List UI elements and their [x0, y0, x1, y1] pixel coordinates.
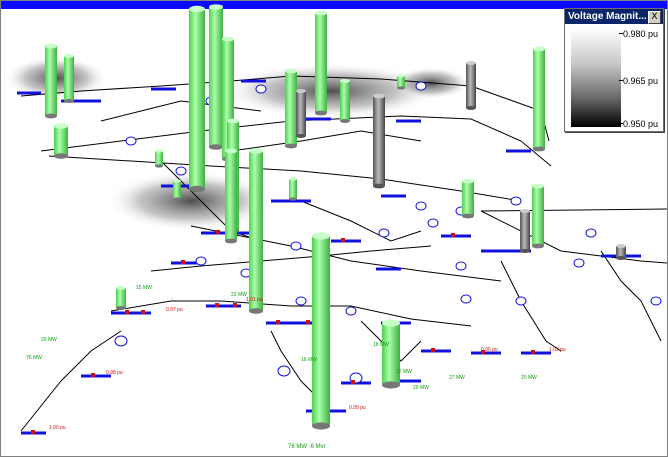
- flow-cylinder[interactable]: [462, 178, 474, 219]
- legend-tick-high: 0.980 pu: [618, 29, 659, 39]
- mw-label: 20 MW: [521, 375, 537, 381]
- pu-label: 1.01 pu: [246, 297, 263, 303]
- close-icon[interactable]: X: [648, 11, 661, 24]
- mw-label: 15 MW: [136, 285, 152, 291]
- mw-label: 76 MW: [26, 355, 42, 361]
- mw-label: 25 MW: [413, 385, 429, 391]
- voltage-legend-window[interactable]: Voltage Magnit... X 0.980 pu 0.965 pu 0.…: [564, 8, 664, 132]
- flow-cylinder[interactable]: [249, 148, 263, 314]
- flow-cylinder[interactable]: [116, 286, 126, 310]
- flow-cylinder[interactable]: [466, 61, 476, 110]
- mw-label: 18 MW: [373, 342, 389, 348]
- flow-cylinder[interactable]: [296, 89, 306, 138]
- flow-cylinder[interactable]: [315, 10, 327, 116]
- legend-tick-mid: 0.965 pu: [618, 76, 659, 86]
- pu-label: 0.97 pu: [166, 307, 183, 313]
- flow-cylinder[interactable]: [532, 183, 544, 249]
- transformers[interactable]: [114, 81, 662, 384]
- flow-cylinder[interactable]: [64, 54, 74, 103]
- flow-cylinder[interactable]: [340, 79, 350, 123]
- flow-cylinder[interactable]: [312, 232, 330, 430]
- flow-cylinder[interactable]: [520, 209, 530, 253]
- voltage-gradient-bar: [571, 29, 621, 127]
- legend-title[interactable]: Voltage Magnit...: [565, 9, 663, 24]
- flow-cylinder[interactable]: [45, 43, 57, 119]
- pu-label: 0.98 pu: [106, 370, 123, 376]
- window-title-bar: [1, 1, 667, 9]
- flow-cylinder[interactable]: [289, 177, 297, 201]
- mw-label: 16 MW: [301, 357, 317, 363]
- mw-label: 12 MW: [396, 369, 412, 375]
- flow-cylinder[interactable]: [209, 4, 223, 150]
- pu-label: 0.99 pu: [349, 405, 366, 411]
- flow-cylinder[interactable]: [54, 123, 68, 159]
- flow-cylinder[interactable]: [373, 93, 385, 189]
- value-labels: 29 MW 15 MW 22 MW 18 MW 12 MW 27 MW 20 MW 16 MW…: [26, 285, 566, 450]
- flow-cylinder[interactable]: [173, 179, 181, 201]
- pu-label: 0.96 pu: [481, 347, 498, 353]
- legend-tick-low: 0.950 pu: [618, 119, 659, 129]
- bottom-flow-label: 76 MW -6 Mvr: [288, 444, 326, 450]
- flow-cylinder[interactable]: [155, 149, 163, 168]
- flow-cylinder[interactable]: [225, 148, 237, 244]
- flow-cylinder[interactable]: [533, 46, 545, 152]
- flow-cylinder[interactable]: [616, 244, 626, 260]
- flow-cylinders[interactable]: [45, 4, 626, 430]
- flow-cylinder[interactable]: [189, 5, 205, 193]
- pu-label: 1.00 pu: [49, 425, 66, 431]
- mw-label: 29 MW: [41, 337, 57, 343]
- pu-label: 1.02 pu: [549, 347, 566, 353]
- flow-cylinder[interactable]: [285, 68, 297, 149]
- flow-cylinder[interactable]: [382, 319, 400, 389]
- mw-label: 27 MW: [449, 375, 465, 381]
- mw-label: 22 MW: [231, 292, 247, 298]
- flow-cylinder[interactable]: [397, 74, 405, 90]
- breakers[interactable]: [31, 230, 535, 434]
